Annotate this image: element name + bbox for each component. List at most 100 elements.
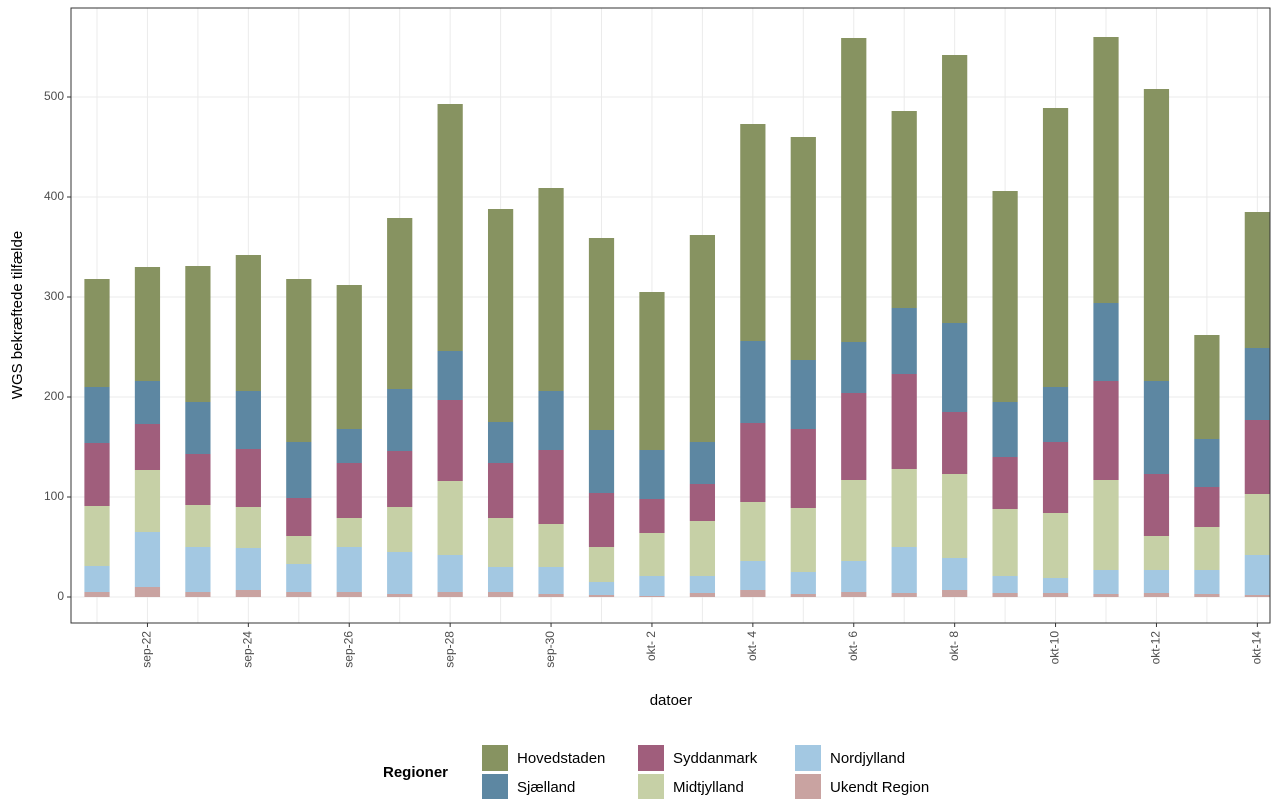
bar-segment	[689, 235, 716, 442]
bar-segment	[1194, 527, 1220, 570]
panel-border	[70, 7, 1271, 624]
bar-segment	[1194, 570, 1220, 594]
bar-segment	[84, 566, 110, 592]
bar-segment	[387, 552, 413, 594]
bar-segment	[1143, 474, 1170, 536]
bar-segment	[790, 594, 816, 597]
x-tick-label: okt-10	[1048, 631, 1062, 665]
bar-segment	[538, 188, 564, 391]
bar-segment	[790, 508, 816, 572]
bar-segment	[1042, 513, 1069, 578]
bar-segment	[1093, 480, 1119, 570]
legend-label: Ukendt Region	[830, 779, 929, 796]
bar-segment	[1093, 381, 1119, 480]
bar-segment	[84, 279, 110, 387]
bar-segment	[134, 424, 161, 470]
x-tick-label: okt- 6	[846, 631, 860, 661]
bar-segment	[387, 594, 413, 597]
bar-segment	[437, 104, 463, 351]
bar-segment	[1143, 570, 1170, 593]
bar-segment	[286, 536, 312, 564]
bar-segment	[740, 502, 766, 561]
bar-segment	[588, 595, 615, 597]
bar-segment	[387, 507, 413, 552]
bar-segment	[740, 341, 766, 423]
bar-segment	[891, 593, 917, 597]
bar-segment	[790, 137, 816, 360]
x-tick-label: sep-26	[341, 631, 355, 668]
panel	[71, 8, 1270, 623]
bar-segment	[790, 360, 816, 429]
bar-segment	[437, 400, 463, 481]
bar-segment	[487, 422, 514, 463]
bar-segment	[1042, 593, 1069, 597]
legend-label: Hovedstaden	[517, 750, 605, 767]
legend-label: Syddanmark	[673, 750, 758, 767]
bar-segment	[1194, 439, 1220, 487]
bar-segment	[841, 342, 867, 393]
legend-swatch	[795, 745, 821, 771]
bar-segment	[1042, 387, 1069, 442]
bar-segment	[1143, 381, 1170, 474]
bar-segment	[387, 389, 413, 451]
bar-segment	[235, 449, 261, 507]
bar-segment	[235, 255, 261, 391]
bar-segment	[437, 555, 463, 592]
legend-label: Midtjylland	[673, 779, 744, 796]
bar-segment	[437, 592, 463, 597]
x-axis-title: datoer	[650, 692, 693, 709]
bar-segment	[286, 592, 312, 597]
bar-segment	[185, 454, 211, 505]
bar-segment	[538, 567, 564, 594]
bar-segment	[740, 124, 766, 341]
bar-segment	[538, 594, 564, 597]
bar-segment	[891, 374, 917, 469]
x-tick-label: sep-24	[241, 631, 255, 668]
bar-segment	[185, 266, 211, 402]
bar-segment	[1143, 593, 1170, 597]
bar-segment	[1093, 570, 1119, 594]
bar-segment	[689, 521, 716, 576]
bar-segment	[639, 576, 665, 596]
bar-segment	[134, 267, 161, 381]
bars	[84, 37, 1270, 597]
bar-segment	[639, 596, 665, 597]
bar-segment	[1244, 595, 1270, 597]
legend-label: Nordjylland	[830, 750, 905, 767]
bar-segment	[286, 564, 312, 592]
legend-swatch	[638, 774, 664, 799]
bar-segment	[639, 292, 665, 450]
bar-segment	[336, 429, 362, 463]
bar-segment	[588, 493, 615, 547]
bar-segment	[992, 402, 1018, 457]
bar-segment	[841, 393, 867, 480]
bar-segment	[134, 587, 161, 597]
bar-segment	[588, 238, 615, 430]
x-tick-label: okt- 2	[644, 631, 658, 661]
bar-segment	[487, 592, 514, 597]
bar-segment	[689, 593, 716, 597]
bar-segment	[841, 561, 867, 592]
bar-segment	[235, 507, 261, 548]
bar-segment	[336, 463, 362, 518]
bar-segment	[891, 308, 917, 374]
bar-segment	[336, 285, 362, 429]
bar-segment	[841, 592, 867, 597]
bar-segment	[942, 474, 968, 558]
bar-segment	[387, 451, 413, 507]
bar-segment	[639, 499, 665, 533]
x-tick-label: okt- 8	[947, 631, 961, 661]
bar-segment	[437, 351, 463, 400]
bar-segment	[689, 484, 716, 521]
bar-segment	[942, 558, 968, 590]
bar-segment	[185, 547, 211, 592]
x-tick-label: sep-22	[140, 631, 154, 668]
bar-segment	[639, 450, 665, 499]
bar-segment	[286, 279, 312, 442]
bar-segment	[1194, 487, 1220, 527]
legend-label: Sjælland	[517, 779, 575, 796]
bar-segment	[84, 387, 110, 443]
bar-segment	[437, 481, 463, 555]
bar-segment	[134, 532, 161, 587]
